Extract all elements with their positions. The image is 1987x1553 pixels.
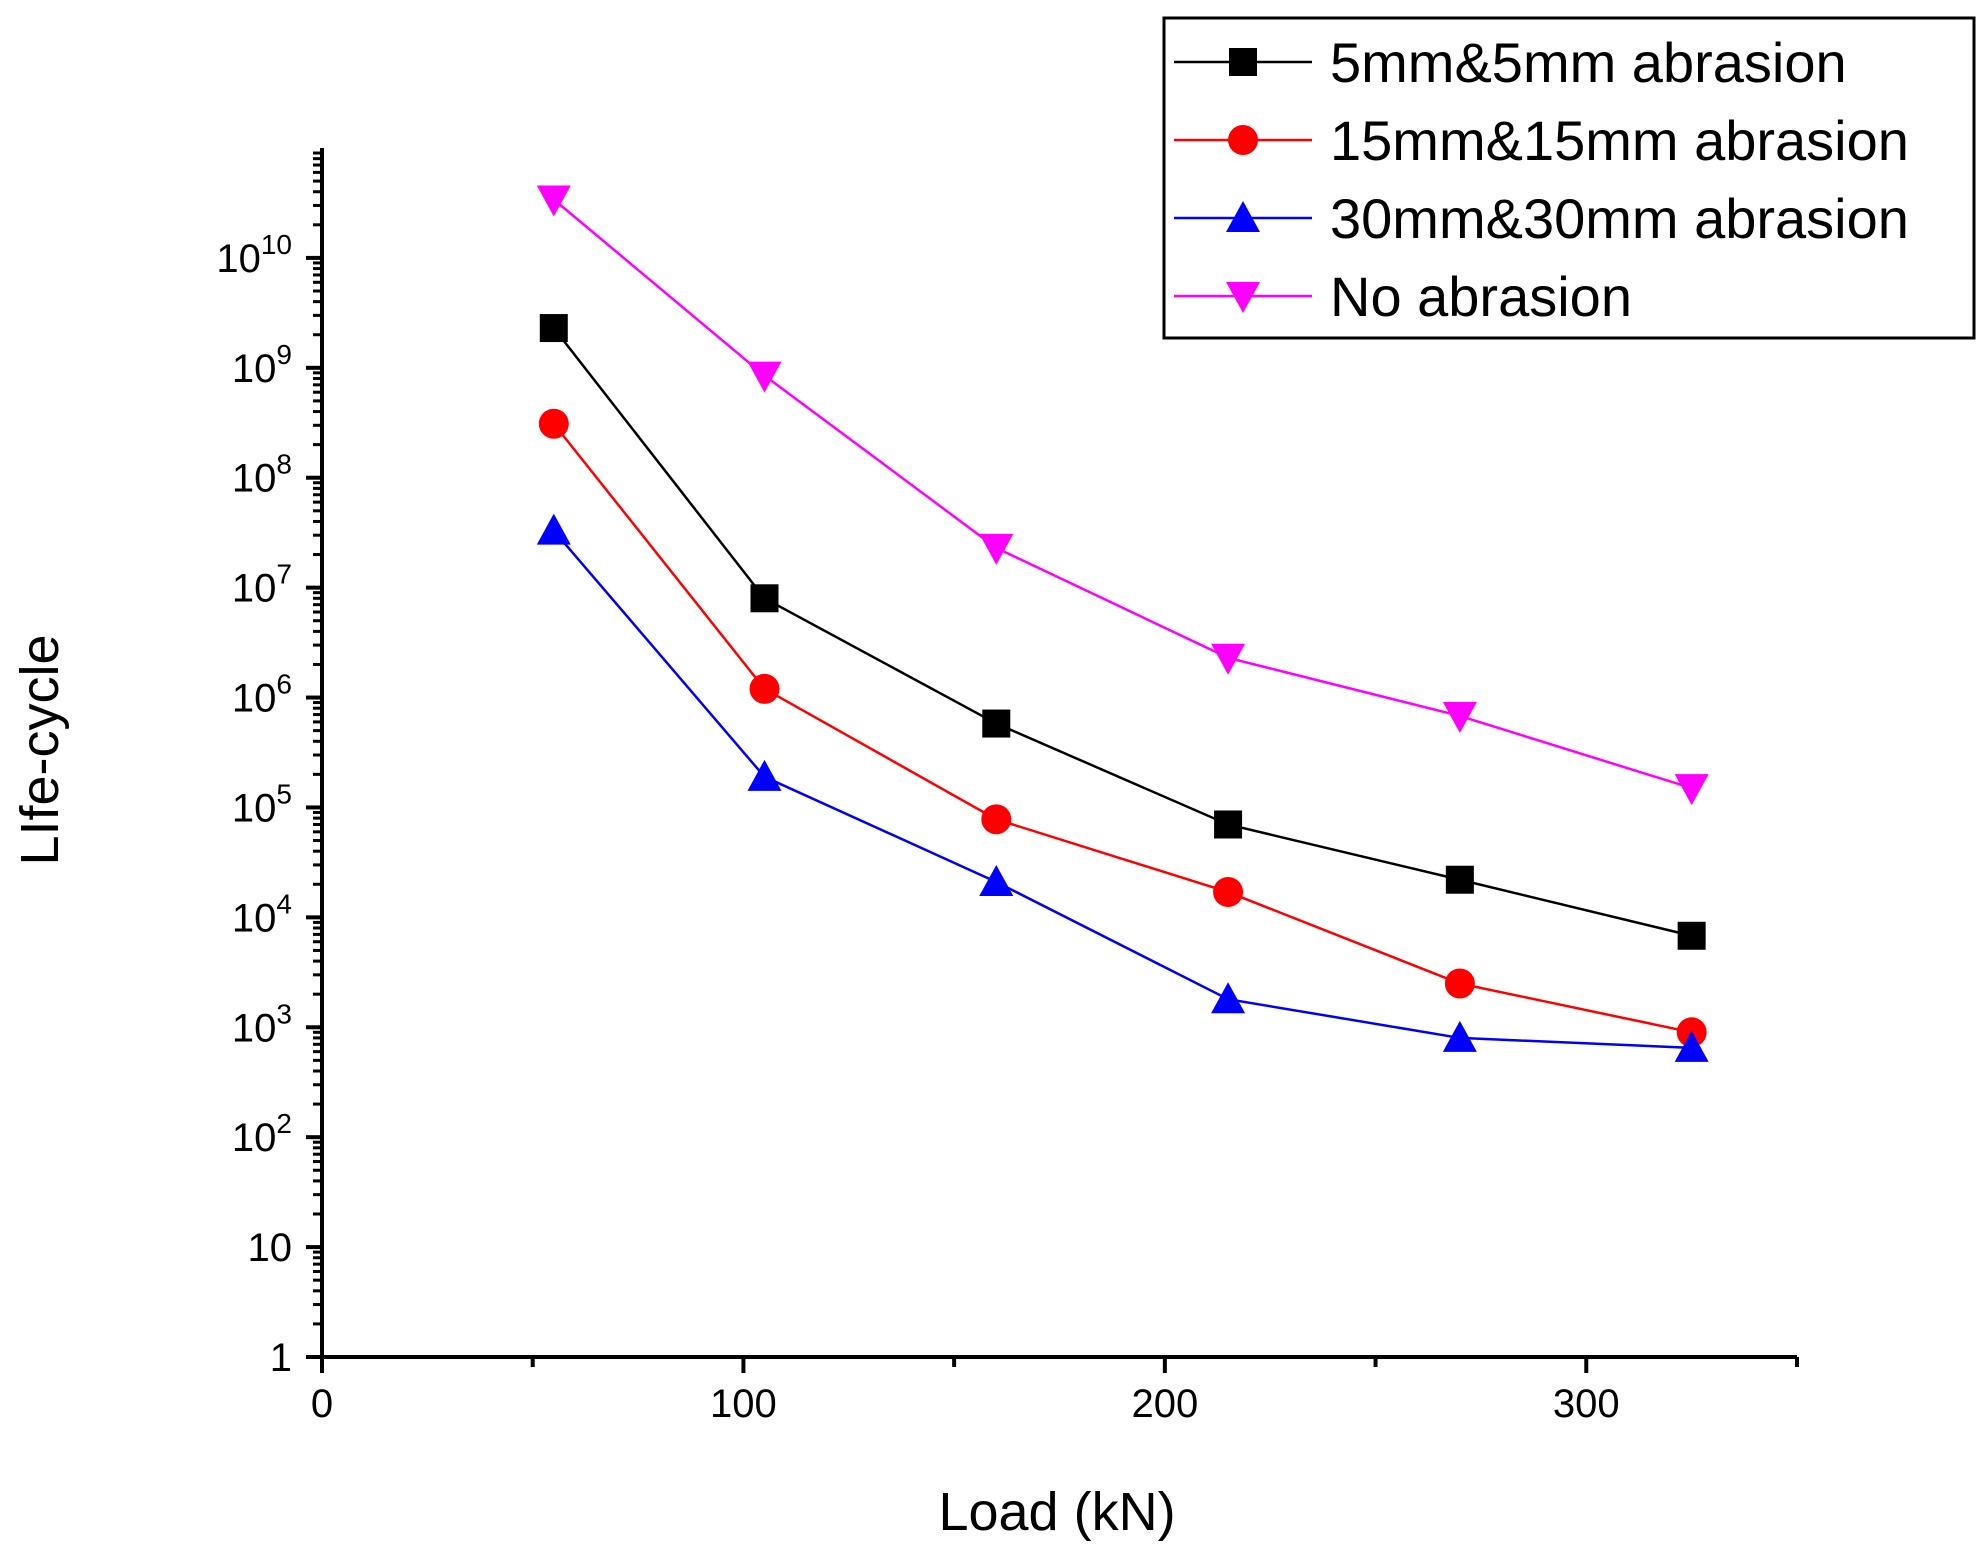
- legend-box: [1162, 16, 1976, 340]
- series-1: [539, 314, 1706, 950]
- legend-marker: [1228, 125, 1258, 155]
- y-tick-label: 105: [232, 778, 292, 830]
- y-tick-label: 106: [232, 669, 292, 721]
- series-layer: [536, 185, 1709, 1062]
- legend-item: 5mm&5mm abrasion: [1174, 31, 1847, 94]
- series-line: [552, 422, 1692, 1034]
- data-point: [749, 673, 780, 704]
- data-point: [1674, 1030, 1709, 1062]
- y-tick-label: 103: [232, 998, 292, 1050]
- x-axis-title: Load (kN): [938, 1482, 1175, 1542]
- legend-label: No abrasion: [1330, 265, 1632, 328]
- series-line: [552, 327, 1692, 937]
- data-point: [982, 709, 1011, 738]
- data-point: [1211, 643, 1246, 675]
- y-tick-label: 102: [232, 1108, 292, 1160]
- data-point: [979, 533, 1014, 565]
- x-tick-label: 300: [1553, 1382, 1620, 1426]
- series-line: [552, 529, 1692, 1050]
- y-tick-label: 104: [232, 888, 292, 940]
- legend-item: No abrasion: [1174, 265, 1632, 328]
- legend-marker: [1229, 48, 1257, 76]
- y-tick-label: 109: [232, 339, 292, 391]
- axes: 0 100 200 300 1 10 102 103 104 105 106 107 108 109 101…: [216, 148, 1799, 1426]
- series-line: [552, 198, 1693, 790]
- data-point: [1213, 877, 1244, 908]
- data-point: [1674, 774, 1709, 806]
- series-3: [536, 513, 1709, 1062]
- y-tick-label: 107: [232, 559, 292, 611]
- data-point: [1442, 701, 1477, 733]
- data-point: [747, 361, 782, 393]
- legend-item: 30mm&30mm abrasion: [1174, 187, 1909, 250]
- y-tick-label: 1010: [216, 229, 292, 281]
- legend-label: 5mm&5mm abrasion: [1330, 31, 1847, 94]
- series-2: [538, 408, 1707, 1048]
- y-tick-label: 10: [248, 1226, 293, 1270]
- legend-label: 15mm&15mm abrasion: [1330, 109, 1909, 172]
- y-tick-label: 108: [232, 449, 292, 501]
- x-tick-label: 0: [311, 1382, 333, 1426]
- data-point: [747, 759, 782, 791]
- data-point: [1211, 982, 1246, 1014]
- legend-marker: [1226, 282, 1260, 313]
- x-tick-label: 200: [1131, 1382, 1198, 1426]
- data-point: [1444, 968, 1475, 999]
- data-point: [981, 804, 1012, 835]
- data-point: [750, 584, 779, 613]
- legend-marker: [1226, 201, 1260, 232]
- y-tick-label: 1: [270, 1336, 292, 1380]
- data-point: [979, 864, 1014, 896]
- x-tick-label: 100: [710, 1382, 777, 1426]
- data-point: [538, 408, 569, 439]
- data-point: [536, 185, 571, 217]
- data-point: [1445, 865, 1474, 894]
- y-axis-title: LIfe-cycle: [10, 634, 70, 865]
- data-point: [1214, 810, 1243, 839]
- data-point: [1677, 921, 1706, 950]
- data-point: [1442, 1020, 1477, 1052]
- series-4: [536, 185, 1709, 806]
- legend-item: 15mm&15mm abrasion: [1174, 109, 1909, 172]
- legend: 5mm&5mm abrasion 15mm&15mm abrasion 30mm&3…: [1162, 16, 1976, 340]
- legend-label: 30mm&30mm abrasion: [1330, 187, 1909, 250]
- data-point: [539, 314, 568, 343]
- data-point: [536, 513, 571, 545]
